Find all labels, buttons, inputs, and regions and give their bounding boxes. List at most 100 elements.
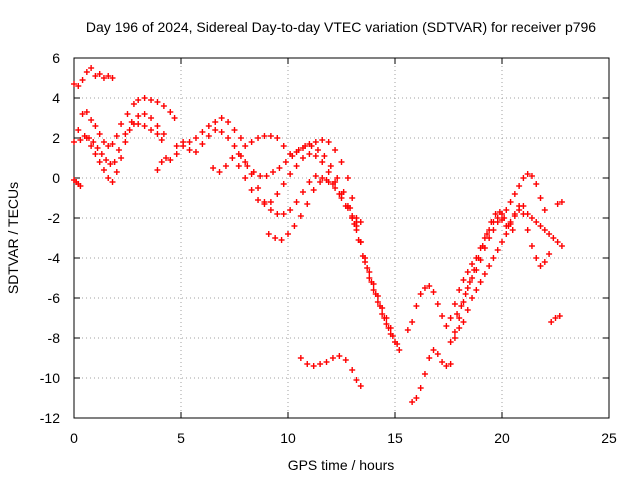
data-point-plus xyxy=(265,231,272,237)
data-point-plus xyxy=(546,231,553,237)
data-point-plus xyxy=(148,115,155,121)
data-point-plus xyxy=(88,143,95,149)
data-point-plus xyxy=(83,69,90,75)
data-point-plus xyxy=(103,157,110,163)
data-point-plus xyxy=(321,153,328,159)
data-point-plus xyxy=(558,243,565,249)
data-point-plus xyxy=(486,235,493,241)
data-point-plus xyxy=(173,151,180,157)
data-point-plus xyxy=(421,285,428,291)
data-point-plus xyxy=(107,161,114,167)
data-point-plus xyxy=(409,399,416,405)
data-point-plus xyxy=(443,363,450,369)
y-axis-title: SDTVAR / TECUs xyxy=(5,182,21,294)
y-tick-label: -10 xyxy=(40,370,60,386)
data-point-plus xyxy=(248,139,255,145)
data-point-plus xyxy=(222,163,229,169)
data-point-plus xyxy=(210,165,217,171)
data-point-plus xyxy=(77,183,84,189)
data-point-plus xyxy=(426,355,433,361)
data-point-plus xyxy=(370,281,377,287)
data-point-plus xyxy=(325,139,332,145)
data-point-plus xyxy=(336,191,343,197)
data-point-plus xyxy=(90,139,97,145)
data-point-plus xyxy=(130,101,137,107)
data-point-plus xyxy=(75,83,82,89)
data-point-plus xyxy=(274,135,281,141)
data-point-plus xyxy=(278,237,285,243)
data-point-plus xyxy=(244,163,251,169)
data-point-plus xyxy=(417,385,424,391)
data-point-plus xyxy=(558,199,565,205)
data-point-plus xyxy=(192,135,199,141)
data-point-plus xyxy=(541,207,548,213)
data-point-plus xyxy=(327,163,334,169)
data-point-plus xyxy=(302,143,309,149)
data-point-plus xyxy=(366,275,373,281)
data-point-plus xyxy=(370,287,377,293)
data-point-plus xyxy=(319,175,326,181)
x-tick-label: 10 xyxy=(280,430,296,446)
data-point-plus xyxy=(509,227,516,233)
data-point-plus xyxy=(443,323,450,329)
data-point-plus xyxy=(503,231,510,237)
data-point-plus xyxy=(248,171,255,177)
data-point-plus xyxy=(516,183,523,189)
data-point-plus xyxy=(550,235,557,241)
data-point-plus xyxy=(171,115,178,121)
data-point-plus xyxy=(231,127,238,133)
data-point-plus xyxy=(263,173,270,179)
data-point-plus xyxy=(280,143,287,149)
data-point-plus xyxy=(287,207,294,213)
grid-lines xyxy=(74,58,609,418)
data-point-plus xyxy=(163,155,170,161)
data-point-plus xyxy=(456,315,463,321)
data-point-plus xyxy=(447,315,454,321)
x-tick-label: 25 xyxy=(601,430,617,446)
data-point-plus xyxy=(366,269,373,275)
data-point-plus xyxy=(469,275,476,281)
data-point-plus xyxy=(479,243,486,249)
data-point-plus xyxy=(417,291,424,297)
data-point-plus xyxy=(344,175,351,181)
data-point-plus xyxy=(528,243,535,249)
data-point-plus xyxy=(154,99,161,105)
data-point-plus xyxy=(92,73,99,79)
data-point-plus xyxy=(148,97,155,103)
x-tick-label: 15 xyxy=(387,430,403,446)
data-point-plus xyxy=(308,143,315,149)
data-point-plus xyxy=(511,213,518,219)
data-point-plus xyxy=(469,295,476,301)
data-point-plus xyxy=(158,159,165,165)
y-tick-label: 0 xyxy=(52,170,60,186)
data-point-plus xyxy=(473,287,480,293)
data-point-plus xyxy=(533,219,540,225)
data-point-plus xyxy=(77,137,84,143)
data-point-plus xyxy=(456,287,463,293)
data-point-plus xyxy=(186,139,193,145)
data-point-plus xyxy=(237,135,244,141)
data-point-plus xyxy=(379,311,386,317)
data-point-plus xyxy=(293,199,300,205)
data-point-plus xyxy=(79,77,86,83)
data-point-plus xyxy=(255,197,262,203)
data-point-plus xyxy=(492,211,499,217)
data-point-plus xyxy=(71,81,77,87)
data-point-plus xyxy=(122,131,129,137)
data-point-plus xyxy=(317,179,324,185)
data-point-plus xyxy=(105,143,112,149)
data-point-plus xyxy=(295,147,302,153)
data-point-plus xyxy=(71,139,77,145)
data-point-plus xyxy=(160,103,167,109)
data-point-plus xyxy=(409,319,416,325)
data-point-plus xyxy=(396,347,403,353)
data-point-plus xyxy=(556,313,563,319)
data-point-plus xyxy=(329,355,336,361)
data-point-plus xyxy=(289,153,296,159)
data-point-plus xyxy=(186,147,193,153)
data-point-plus xyxy=(212,119,219,125)
data-point-plus xyxy=(357,383,364,389)
data-point-plus xyxy=(100,75,107,81)
data-point-plus xyxy=(242,143,249,149)
data-point-plus xyxy=(274,191,281,197)
